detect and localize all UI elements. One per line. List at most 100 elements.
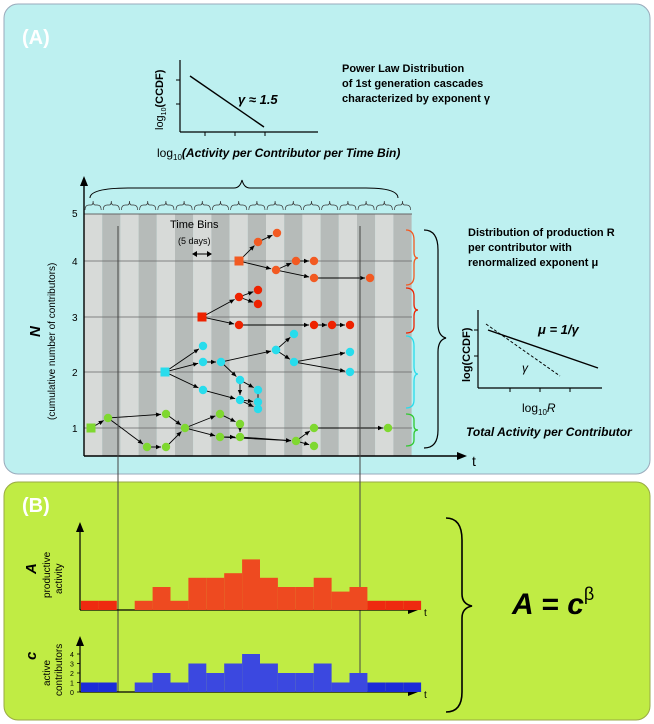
cascade-node [272,228,282,238]
cascade-arrowhead [340,322,345,328]
time-bin-stripe [175,214,194,456]
cascade-arrowhead [303,273,310,279]
top-big-brace [89,179,399,199]
cascade-node [180,423,190,433]
activity-bar [260,577,278,610]
main-x-axis-arrow [457,452,467,460]
cascade-node [309,273,319,283]
cascade-node [161,442,171,452]
time-bin-brace [266,200,284,211]
inset-right-gamma-line [485,323,561,377]
cascade-node [289,357,299,367]
cascade-node [253,299,263,309]
cascade-edge [168,348,200,371]
right-text-line-3: renormalized exponent μ [468,257,598,269]
top-inset-plot: γ ≈ 1.5 log10(CCDF) log10(Activity per C… [154,60,400,162]
cascade-node [271,345,281,355]
chart-b-ylabel-1: active [42,659,53,686]
time-bin-brace [375,200,393,211]
cascade-arrowhead [155,412,162,417]
cascade-arrowhead [304,258,309,264]
time-bin-stripe [229,214,248,456]
cascade-arrowhead [284,354,290,360]
cascade-arrowhead [303,441,310,446]
time-bin-brace [284,200,302,211]
title-line-3: characterized by exponent γ [342,93,491,105]
title-line-2: of 1st generation cascades [342,78,483,90]
chart-a-xlabel: t [424,608,427,619]
chart-a-ylabel-2: activity [54,563,65,594]
cascade-root-node [234,256,244,266]
contributors-bar [349,673,368,692]
contributor-gridlines [84,213,412,429]
activity-bar [367,600,386,610]
chart-b-xlabel: t [424,690,427,701]
cascade-node [235,419,245,429]
chart-b-tick-label: 1 [70,681,74,688]
chart-a-symbol: A [23,563,40,575]
activity-bar [170,600,189,610]
panel-a-label: (A) [22,27,50,49]
cascade-node [271,265,281,275]
main-y-description: (cumulative number of contributors) [47,263,58,420]
cascade-arrowhead [285,337,291,343]
cascade-arrowhead [265,349,272,355]
cascade-arrowhead [231,371,237,377]
time-bin-braces [84,200,411,211]
inset-top-gamma-label: γ ≈ 1.5 [238,92,278,107]
cascade-nodes [86,228,393,452]
right-inset-plot: μ = 1/γ γ log(CCDF) log10R Total Activit… [461,310,633,439]
cascade-node [309,423,319,433]
cascade-node [291,436,301,446]
cascade-node [253,285,263,295]
contributors-bar [295,673,314,692]
y-tick-4: 4 [72,257,78,268]
chart-b-bars [81,654,422,692]
activity-bar [403,600,422,610]
time-bin-stripe [84,214,103,456]
contributors-bar [206,673,225,692]
cascade-arrowhead [339,351,346,356]
main-y-symbol: N [27,325,44,337]
right-text-line-2: per contributor with [468,242,572,254]
inset-top-xlabel: log10(Activity per Contributor per Time … [157,146,400,162]
cascade-edge [205,298,235,316]
activity-bar [313,577,332,610]
time-bin-brace [139,200,157,211]
panel-b-brace [445,517,473,713]
time-bin-stripes [84,214,412,456]
cascade-node [383,423,393,433]
bracket-red [405,287,419,334]
contributors-bar [277,673,296,692]
chart-b-tick-label: 3 [70,662,74,669]
cascade-arrowhead [267,235,273,240]
cascade-arrowhead [193,348,199,354]
cascade-arrowhead [209,415,216,420]
contributors-bar [385,682,404,692]
cascade-arrowhead [360,275,365,281]
time-bins-label: Time Bins [170,219,219,231]
cascade-arrowhead [237,390,243,395]
power-law-title: Power Law Distribution of 1st generation… [342,63,491,105]
activity-bar [349,587,368,610]
contributors-bar [152,673,171,692]
time-bin-arrow-left [192,251,197,257]
cascade-arrowhead [229,299,235,304]
right-text-line-1: Distribution of production R [468,227,615,239]
cascade-node [142,442,152,452]
contributors-bar [81,682,99,692]
equation: A = cβ [511,584,594,621]
cascade-arrowhead [228,320,235,326]
time-bin-brace [212,200,229,211]
time-bin-brace [339,200,357,211]
time-bins-days: (5 days) [178,236,211,246]
title-line-1: Power Law Distribution [342,63,465,75]
y-tick-5: 5 [72,209,78,220]
cascade-edges [94,234,383,450]
cascade-root-node [86,423,96,433]
time-bin-brace [321,200,339,211]
bracket-cyan [405,335,419,409]
cascade-arrowhead [285,263,292,268]
bracket-all [423,229,447,449]
